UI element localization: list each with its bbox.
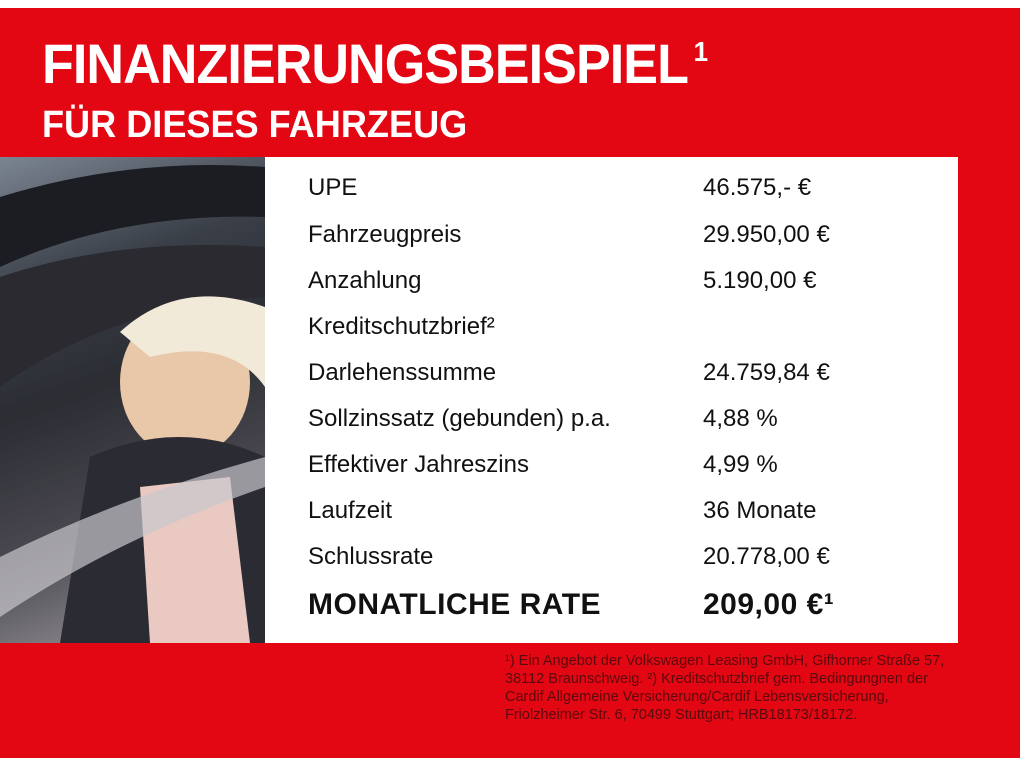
footnote: ¹) Ein Angebot der Volkswagen Leasing Gm… — [505, 653, 945, 723]
table-row: Sollzinssatz (gebunden) p.a. 4,88 % — [308, 405, 778, 432]
table-row: Effektiver Jahreszins 4,99 % — [308, 451, 778, 478]
table-row: Anzahlung 5.190,00 € — [308, 267, 817, 294]
table-row: Darlehenssumme 24.759,84 € — [308, 359, 830, 386]
photo-woman-in-car — [0, 157, 265, 643]
total-row: MONATLICHE RATE 209,00 €¹ — [308, 588, 835, 621]
table-row: Laufzeit 36 Monate — [308, 497, 817, 524]
financing-table: UPE 46.575,- € Fahrzeugpreis 29.950,00 € A… — [265, 157, 958, 643]
table-row: Kreditschutzbrief² — [308, 313, 495, 340]
page-title: FINANZIERUNGSBEISPIEL 1 — [42, 32, 708, 95]
table-row: Fahrzeugpreis 29.950,00 € — [308, 221, 830, 248]
table-row: UPE 46.575,- € — [308, 174, 812, 201]
page-subtitle: FÜR DIESES FAHRZEUG — [42, 104, 468, 146]
table-row: Schlussrate 20.778,00 € — [308, 543, 830, 570]
